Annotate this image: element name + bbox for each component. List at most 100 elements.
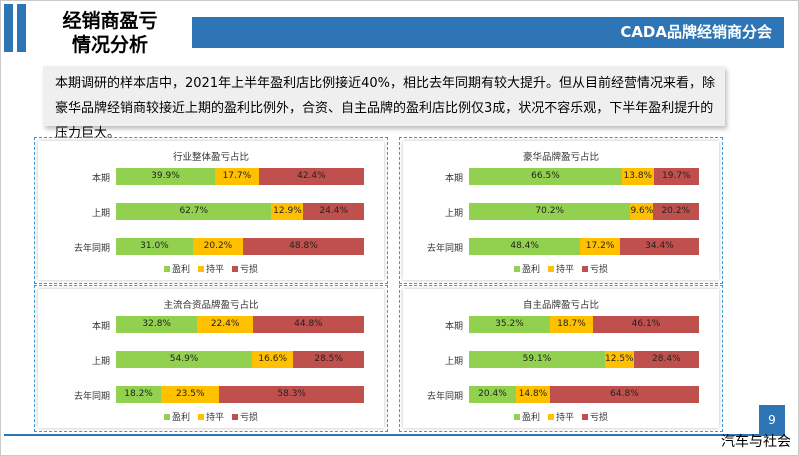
bar-segment-亏损: 44.8% — [252, 316, 364, 333]
summary-text: 本期调研的样本店中，2021年上半年盈利店比例接近40%，相比去年同期有较大提升… — [43, 66, 725, 141]
category-label: 本期 — [91, 174, 110, 184]
bar-segment-盈利: 32.8% — [116, 316, 198, 333]
legend-label: 持平 — [205, 265, 224, 275]
category-label: 上期 — [91, 357, 110, 367]
chart-area: 豪华品牌盈亏占比 本期 66.5% 13.8% 19.7% 上期 70.2% 9.6% 20.2… — [403, 141, 719, 280]
bar-segment-持平: 12.9% — [271, 203, 304, 220]
chart-title: 行业整体盈亏占比 — [172, 152, 249, 163]
chart-panel: 主流合资品牌盈亏占比 本期 32.8% 22.4% 44.8% 上期 54.9% 16.6% 2… — [34, 285, 388, 432]
bar-segment-持平: 18.7% — [549, 316, 593, 333]
legend-label: 持平 — [205, 413, 224, 423]
slide-title-line1: 经销商盈亏 — [62, 10, 158, 32]
chart-panel: 豪华品牌盈亏占比 本期 66.5% 13.8% 19.7% 上期 70.2% 9.6% 20.2… — [399, 137, 723, 284]
bar-segment-持平: 17.2% — [580, 238, 620, 255]
legend-swatch — [197, 413, 204, 420]
category-label: 去年同期 — [426, 392, 463, 402]
bar-segment-盈利: 20.4% — [469, 386, 516, 403]
legend-label: 亏损 — [590, 413, 609, 423]
bar-segment-盈利: 35.2% — [469, 316, 550, 333]
bar-segment-持平: 14.8% — [515, 386, 550, 403]
chart-title: 自主品牌盈亏占比 — [522, 300, 599, 311]
bar-segment-亏损: 28.5% — [293, 351, 364, 368]
bar-segment-盈利: 31.0% — [116, 238, 193, 255]
bar-segment-亏损: 28.4% — [633, 351, 699, 368]
legend-label: 盈利 — [521, 413, 540, 423]
legend-label: 亏损 — [240, 413, 259, 423]
chart-legend: 盈利 持平 亏损 — [38, 410, 384, 423]
legend-label: 持平 — [555, 265, 574, 275]
legend-swatch — [582, 413, 588, 420]
page-number: 9 — [759, 405, 785, 436]
chart-area: 主流合资品牌盈亏占比 本期 32.8% 22.4% 44.8% 上期 54.9% 16.6% 2… — [38, 289, 384, 428]
bar-segment-持平: 16.6% — [252, 351, 294, 368]
legend-item: 亏损 — [582, 262, 608, 275]
category-label: 本期 — [91, 322, 110, 332]
legend-swatch — [197, 265, 204, 272]
legend-item: 盈利 — [513, 262, 540, 275]
legend-swatch — [547, 265, 554, 272]
header-banner: CADA品牌经销商分会 — [192, 17, 784, 48]
legend-swatch — [232, 265, 238, 272]
bar-segment-亏损: 48.8% — [242, 238, 364, 255]
category-label: 去年同期 — [73, 244, 110, 254]
slide-title-line2: 情况分析 — [71, 34, 148, 56]
bar-segment-亏损: 19.7% — [653, 168, 699, 185]
category-label: 去年同期 — [426, 244, 463, 254]
bar-segment-亏损: 46.1% — [592, 316, 699, 333]
watermark: 汽车与社会 — [721, 434, 791, 450]
category-label: 上期 — [444, 209, 463, 219]
bar-segment-盈利: 59.1% — [469, 351, 605, 368]
category-label: 本期 — [444, 322, 463, 332]
slide-title: 经销商盈亏 情况分析 — [30, 2, 190, 64]
bar-segment-亏损: 64.8% — [549, 386, 699, 403]
bar-segment-盈利: 66.5% — [469, 168, 622, 185]
bar-segment-盈利: 70.2% — [469, 203, 631, 220]
bar-segment-持平: 17.7% — [214, 168, 259, 185]
bar-segment-亏损: 24.4% — [303, 203, 364, 220]
bar-segment-盈利: 39.9% — [116, 168, 215, 185]
legend-swatch — [232, 413, 238, 420]
chart-legend: 盈利 持平 亏损 — [403, 410, 719, 423]
legend-item: 盈利 — [163, 262, 190, 275]
legend-label: 盈利 — [521, 265, 540, 275]
footer-line — [4, 434, 759, 436]
legend-label: 亏损 — [590, 265, 609, 275]
legend-item: 盈利 — [163, 410, 190, 423]
chart-legend: 盈利 持平 亏损 — [38, 262, 384, 275]
chart-area: 行业整体盈亏占比本期 39.9% 17.7% 42.4% 上期 62.7% 12.9% 24.… — [38, 141, 384, 280]
bar-segment-持平: 22.4% — [197, 316, 253, 333]
legend-item: 持平 — [197, 410, 224, 423]
legend-item: 盈利 — [513, 410, 540, 423]
legend-swatch — [582, 265, 588, 272]
chart-title: 主流合资品牌盈亏占比 — [163, 300, 259, 311]
legend-item: 亏损 — [582, 410, 608, 423]
bar-segment-持平: 12.5% — [604, 351, 634, 368]
legend-swatch — [513, 265, 520, 272]
legend-label: 持平 — [555, 413, 574, 423]
category-label: 去年同期 — [73, 392, 110, 402]
legend-item: 持平 — [547, 410, 574, 423]
legend-label: 盈利 — [171, 265, 190, 275]
chart-panel: 自主品牌盈亏占比本期 35.2% 18.7% 46.1% 上期 59.1% 12.5% 28.… — [399, 285, 723, 432]
bar-segment-持平: 9.6% — [630, 203, 653, 220]
legend-swatch — [163, 413, 170, 420]
bar-segment-亏损: 34.4% — [619, 238, 699, 255]
legend-item: 亏损 — [232, 410, 258, 423]
bar-segment-亏损: 42.4% — [258, 168, 364, 185]
category-label: 上期 — [91, 209, 110, 219]
bar-segment-持平: 13.8% — [621, 168, 654, 185]
bar-segment-盈利: 18.2% — [116, 386, 162, 403]
legend-item: 持平 — [197, 262, 224, 275]
bar-segment-盈利: 62.7% — [116, 203, 272, 220]
chart-title: 豪华品牌盈亏占比 — [522, 152, 599, 163]
bar-segment-持平: 20.2% — [192, 238, 243, 255]
category-label: 上期 — [444, 357, 463, 367]
bar-segment-持平: 23.5% — [161, 386, 220, 403]
bar-segment-亏损: 58.3% — [219, 386, 364, 403]
header-decoration-bar — [4, 4, 13, 52]
legend-item: 亏损 — [232, 262, 258, 275]
chart-area: 自主品牌盈亏占比本期 35.2% 18.7% 46.1% 上期 59.1% 12.5% 28.… — [403, 289, 719, 428]
bar-segment-盈利: 48.4% — [469, 238, 581, 255]
category-label: 本期 — [444, 174, 463, 184]
bar-segment-盈利: 54.9% — [116, 351, 253, 368]
